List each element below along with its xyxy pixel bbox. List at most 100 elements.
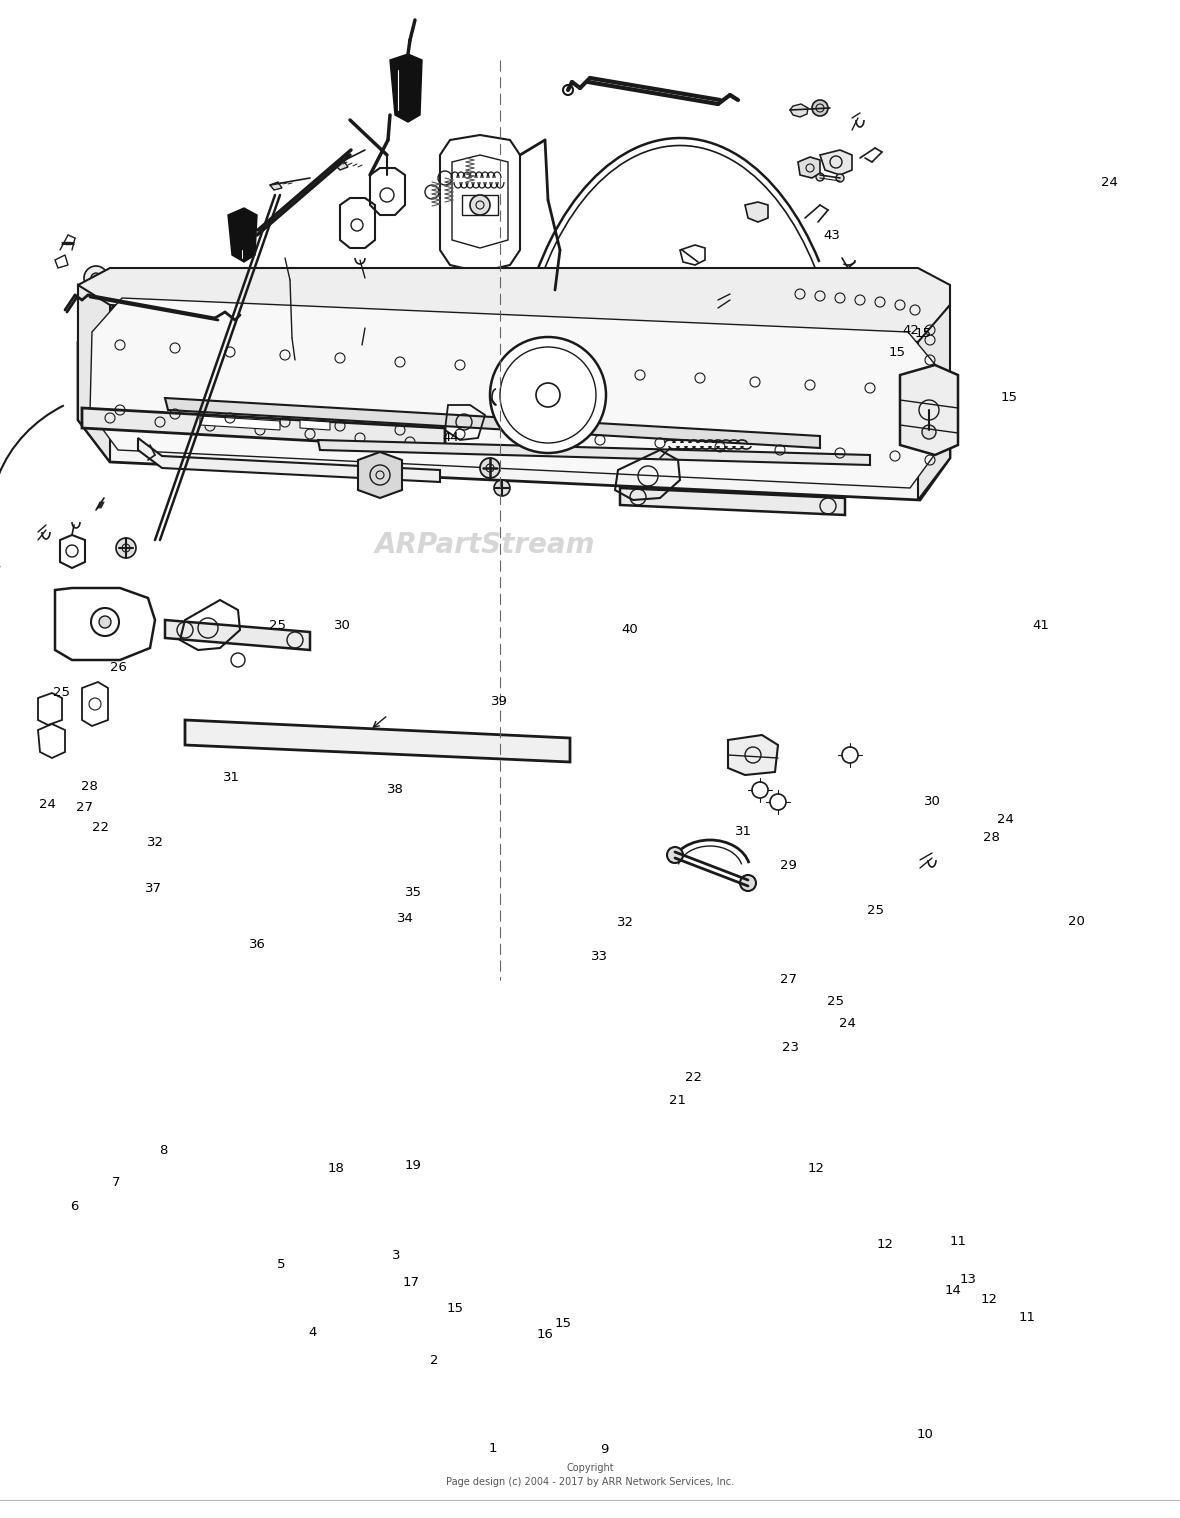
Polygon shape: [90, 298, 938, 487]
Text: 21: 21: [669, 1094, 686, 1107]
Circle shape: [563, 85, 573, 96]
Text: 38: 38: [387, 783, 404, 795]
Text: 35: 35: [405, 887, 421, 899]
Text: 26: 26: [110, 662, 126, 674]
Text: 7: 7: [111, 1176, 120, 1189]
Circle shape: [480, 458, 500, 478]
Text: 25: 25: [53, 686, 70, 698]
Polygon shape: [270, 182, 282, 190]
Text: 2: 2: [430, 1354, 439, 1366]
Text: 40: 40: [622, 624, 638, 636]
Text: 33: 33: [591, 950, 608, 962]
Text: 32: 32: [617, 917, 634, 929]
Text: 15: 15: [889, 346, 905, 358]
Polygon shape: [358, 452, 402, 498]
Polygon shape: [820, 150, 852, 175]
Text: 44: 44: [442, 431, 459, 443]
Text: 22: 22: [92, 821, 109, 833]
Text: 4: 4: [308, 1327, 317, 1339]
Text: 39: 39: [491, 695, 507, 707]
Text: 16: 16: [537, 1328, 553, 1340]
Polygon shape: [300, 420, 330, 430]
Text: 13: 13: [959, 1274, 976, 1286]
Text: 41: 41: [1032, 619, 1049, 631]
Polygon shape: [798, 156, 820, 178]
Text: 10: 10: [917, 1428, 933, 1441]
Text: 3: 3: [392, 1249, 401, 1261]
Polygon shape: [78, 269, 950, 342]
Polygon shape: [918, 305, 950, 499]
Text: 37: 37: [145, 882, 162, 894]
Polygon shape: [335, 159, 348, 170]
Circle shape: [84, 266, 109, 290]
Circle shape: [667, 847, 683, 864]
Polygon shape: [138, 439, 440, 483]
Polygon shape: [185, 720, 570, 762]
Text: 20: 20: [1068, 915, 1084, 927]
Text: 5: 5: [276, 1258, 286, 1271]
Text: Copyright: Copyright: [566, 1463, 614, 1472]
Polygon shape: [199, 416, 280, 430]
Polygon shape: [165, 398, 820, 448]
Text: 24: 24: [1101, 176, 1117, 188]
Text: 12: 12: [877, 1239, 893, 1251]
Text: Page design (c) 2004 - 2017 by ARR Network Services, Inc.: Page design (c) 2004 - 2017 by ARR Netwo…: [446, 1477, 734, 1488]
Text: 15: 15: [447, 1302, 464, 1315]
Text: 28: 28: [81, 780, 98, 792]
Polygon shape: [620, 487, 845, 515]
Polygon shape: [391, 55, 422, 121]
Text: 11: 11: [1018, 1312, 1035, 1324]
Text: 28: 28: [983, 832, 999, 844]
Text: 42: 42: [903, 325, 919, 337]
Text: 15: 15: [1001, 392, 1017, 404]
Text: 29: 29: [780, 859, 796, 871]
Text: 1: 1: [489, 1442, 498, 1454]
Text: 12: 12: [808, 1163, 825, 1175]
Text: 17: 17: [402, 1277, 419, 1289]
Polygon shape: [165, 619, 310, 650]
Text: 25: 25: [867, 905, 884, 917]
Polygon shape: [490, 325, 760, 355]
Circle shape: [99, 616, 111, 628]
Circle shape: [490, 337, 607, 452]
Text: 22: 22: [686, 1072, 702, 1084]
Circle shape: [835, 175, 844, 182]
Circle shape: [116, 537, 136, 559]
Text: 14: 14: [945, 1284, 962, 1296]
Text: ARPartStream: ARPartStream: [375, 531, 595, 559]
Text: 8: 8: [158, 1145, 168, 1157]
Text: 24: 24: [39, 798, 55, 811]
Text: 9: 9: [599, 1444, 609, 1456]
Text: 31: 31: [735, 826, 752, 838]
Text: 27: 27: [77, 802, 93, 814]
Text: 36: 36: [249, 938, 266, 950]
Polygon shape: [317, 440, 870, 465]
Text: 32: 32: [148, 836, 164, 849]
Text: 30: 30: [334, 619, 350, 631]
Text: 15: 15: [914, 328, 931, 340]
Circle shape: [91, 273, 101, 282]
Text: 25: 25: [827, 996, 844, 1008]
Text: 34: 34: [398, 912, 414, 924]
Text: 12: 12: [981, 1293, 997, 1305]
Text: 27: 27: [780, 973, 796, 985]
Polygon shape: [78, 285, 110, 461]
Polygon shape: [228, 208, 257, 263]
Text: 43: 43: [824, 229, 840, 241]
Text: 15: 15: [555, 1318, 571, 1330]
Circle shape: [812, 100, 828, 115]
Text: 18: 18: [328, 1163, 345, 1175]
Circle shape: [470, 194, 490, 216]
Text: 31: 31: [223, 771, 240, 783]
Text: 6: 6: [70, 1201, 79, 1213]
Polygon shape: [81, 408, 445, 448]
Polygon shape: [745, 202, 768, 222]
Text: 19: 19: [405, 1160, 421, 1172]
Text: 24: 24: [839, 1017, 855, 1029]
Text: 30: 30: [924, 795, 940, 808]
Circle shape: [922, 425, 936, 439]
Polygon shape: [900, 364, 958, 455]
Text: 24: 24: [997, 814, 1014, 826]
Text: 25: 25: [269, 619, 286, 631]
Circle shape: [817, 173, 824, 181]
